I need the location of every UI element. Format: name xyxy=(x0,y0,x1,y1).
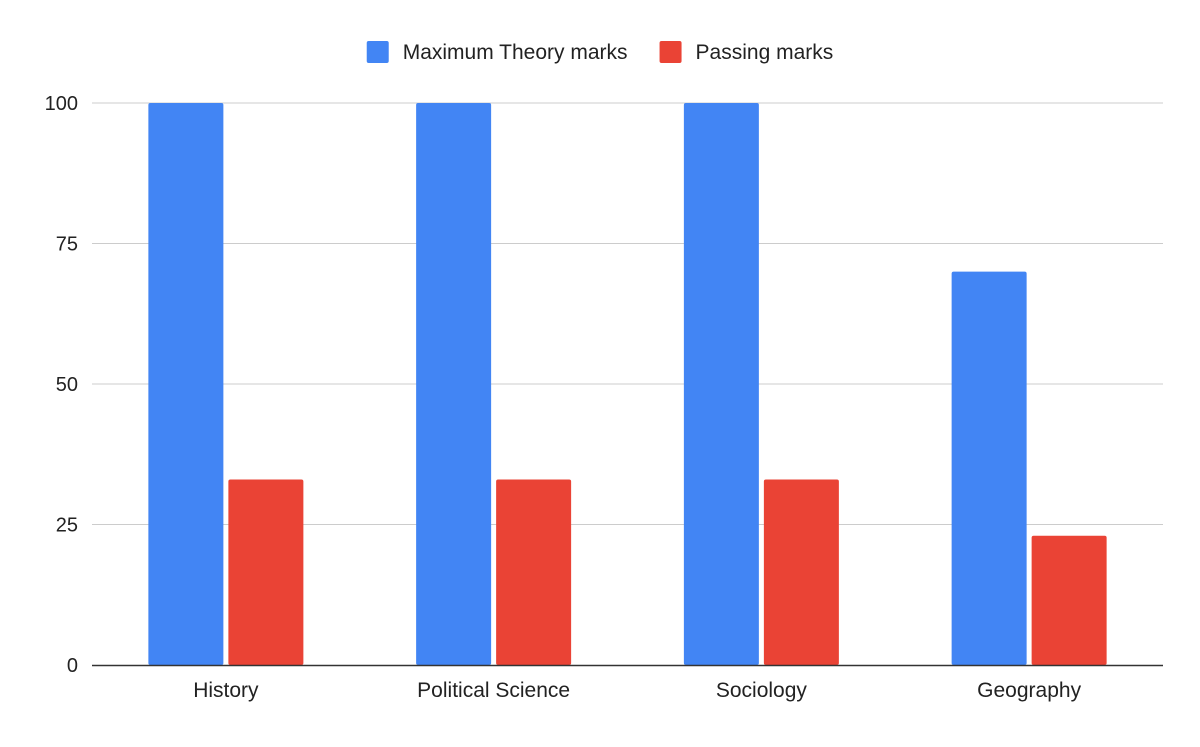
x-axis-tick-labels: History Political Science Sociology Geograp… xyxy=(193,679,1081,702)
y-tick-label: 75 xyxy=(56,234,78,256)
legend-swatch xyxy=(659,41,682,63)
legend-swatch xyxy=(366,41,389,63)
x-tick-label: Sociology xyxy=(716,679,808,702)
y-tick-label: 25 xyxy=(56,515,78,537)
legend: Maximum Theory marks Passing marks xyxy=(366,41,834,64)
x-tick-label: Geography xyxy=(977,679,1081,702)
bar-passing-marks-geography xyxy=(1031,535,1107,665)
bar-passing-marks-political-science xyxy=(496,479,572,665)
bar-maximum-theory-marks-history xyxy=(148,103,224,665)
legend-label: Maximum Theory marks xyxy=(403,41,628,64)
y-tick-label: 100 xyxy=(45,93,78,115)
y-axis-tick-labels: 0 25 50 75 100 xyxy=(45,93,78,677)
y-tick-label: 50 xyxy=(56,374,78,396)
legend-label: Passing marks xyxy=(696,41,834,64)
bar-passing-marks-history xyxy=(228,479,304,665)
bar-maximum-theory-marks-geography xyxy=(951,271,1027,665)
bars xyxy=(148,103,1107,665)
bar-passing-marks-sociology xyxy=(763,479,839,665)
bar-maximum-theory-marks-sociology xyxy=(683,103,759,665)
y-tick-label: 0 xyxy=(67,655,78,677)
bar-maximum-theory-marks-political-science xyxy=(416,103,492,665)
x-tick-label: History xyxy=(193,679,259,702)
x-tick-label: Political Science xyxy=(417,679,570,702)
